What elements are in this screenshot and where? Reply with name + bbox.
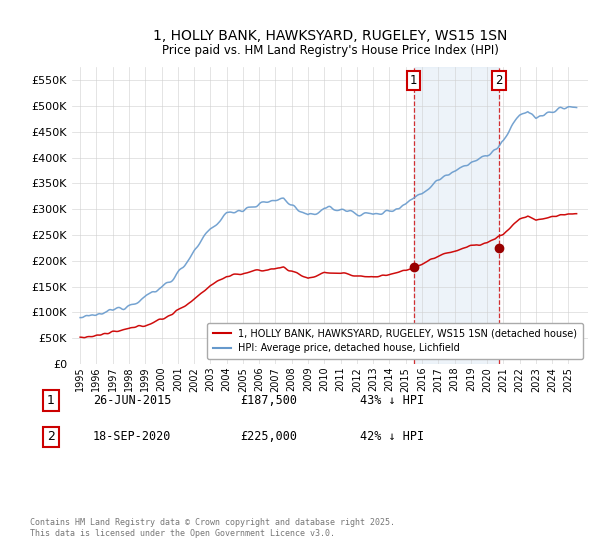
Text: 18-SEP-2020: 18-SEP-2020 [93,430,172,444]
Legend: 1, HOLLY BANK, HAWKSYARD, RUGELEY, WS15 1SN (detached house), HPI: Average price: 1, HOLLY BANK, HAWKSYARD, RUGELEY, WS15 … [207,323,583,359]
Text: 42% ↓ HPI: 42% ↓ HPI [360,430,424,444]
Text: £225,000: £225,000 [240,430,297,444]
Text: 26-JUN-2015: 26-JUN-2015 [93,394,172,407]
Text: 1: 1 [410,74,417,87]
Text: £187,500: £187,500 [240,394,297,407]
Text: 2: 2 [47,430,55,444]
Bar [413,67,499,364]
Text: 2: 2 [495,74,503,87]
Text: 1: 1 [47,394,55,407]
Text: Price paid vs. HM Land Registry's House Price Index (HPI): Price paid vs. HM Land Registry's House … [161,44,499,57]
Text: Contains HM Land Registry data © Crown copyright and database right 2025.
This d: Contains HM Land Registry data © Crown c… [30,518,395,538]
Text: 1, HOLLY BANK, HAWKSYARD, RUGELEY, WS15 1SN: 1, HOLLY BANK, HAWKSYARD, RUGELEY, WS15 … [153,29,507,44]
Text: 43% ↓ HPI: 43% ↓ HPI [360,394,424,407]
